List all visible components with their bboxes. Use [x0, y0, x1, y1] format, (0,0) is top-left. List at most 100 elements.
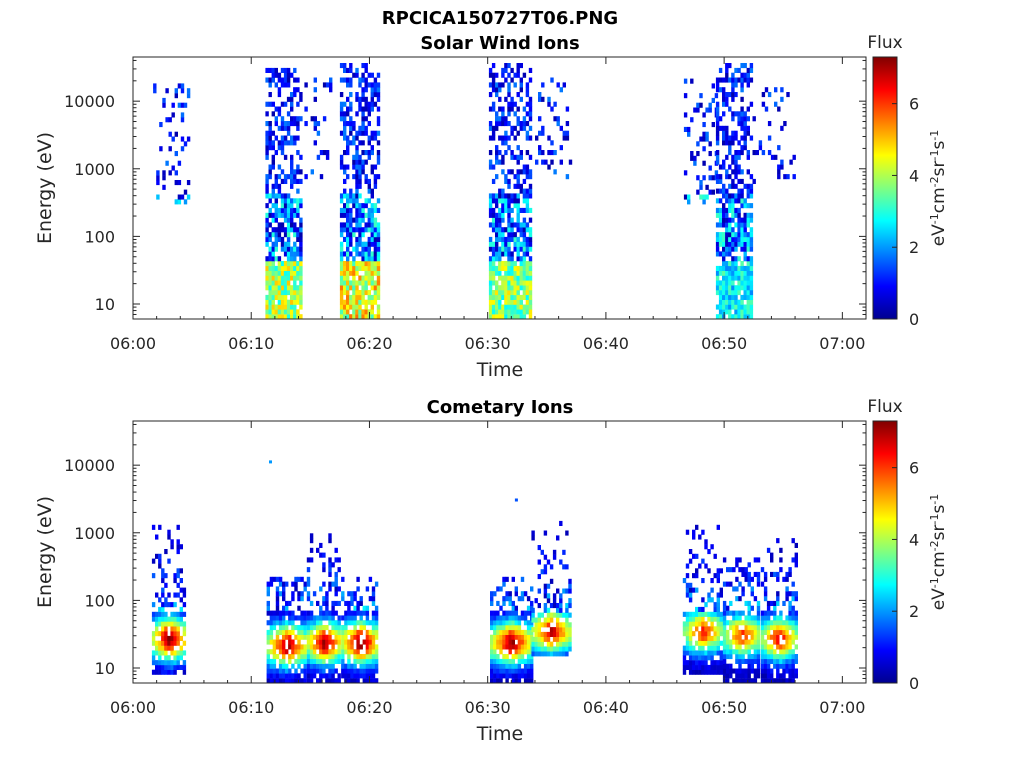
heatmap-cell — [725, 63, 729, 69]
heatmap-cell — [355, 251, 359, 257]
heatmap-cell — [565, 627, 569, 633]
heatmap-cell — [541, 82, 545, 88]
heatmap-cell — [523, 644, 528, 650]
heatmap-cell — [744, 576, 748, 582]
heatmap-cell — [785, 654, 789, 660]
heatmap-cell — [325, 150, 330, 156]
heatmap-cell — [526, 605, 531, 611]
heatmap-cell — [549, 603, 554, 609]
heatmap-cell — [789, 159, 793, 165]
heatmap-cell — [546, 617, 551, 623]
heatmap-cell — [283, 212, 288, 218]
heatmap-cell — [705, 194, 709, 200]
heatmap-cell — [341, 615, 345, 621]
heatmap-cell — [702, 122, 706, 128]
heatmap-cell — [750, 639, 754, 645]
heatmap-cell — [559, 622, 563, 628]
heatmap-cell — [744, 567, 748, 573]
heatmap-cell — [701, 597, 705, 603]
heatmap-cell — [349, 304, 353, 310]
heatmap-cell — [502, 654, 506, 660]
heatmap-cell — [504, 280, 508, 286]
heatmap-cell — [522, 280, 527, 286]
heatmap-cell — [519, 82, 523, 88]
heatmap-cell — [780, 159, 784, 165]
heatmap-cell — [722, 193, 726, 199]
heatmap-cell — [328, 668, 332, 674]
heatmap-cell — [507, 203, 511, 209]
heatmap-cell — [278, 673, 283, 679]
heatmap-cell — [361, 285, 365, 291]
heatmap-cell — [562, 646, 566, 652]
heatmap-cell — [525, 241, 530, 247]
heatmap-cell — [523, 639, 528, 645]
heatmap-cell — [347, 658, 351, 664]
heatmap-cell — [513, 111, 517, 117]
heatmap-cell — [269, 639, 274, 645]
heatmap-cell — [352, 203, 356, 209]
heatmap-cell — [513, 174, 517, 180]
heatmap-cell — [794, 673, 798, 679]
heatmap-cell — [785, 625, 789, 631]
heatmap-cell — [743, 63, 747, 69]
heatmap-cell — [306, 678, 311, 684]
heatmap-cell — [495, 116, 499, 122]
heatmap-cell — [495, 256, 499, 262]
heatmap-cell — [306, 629, 311, 635]
heatmap-cell — [344, 620, 348, 626]
heatmap-cell — [268, 212, 272, 218]
heatmap-cell — [525, 188, 530, 194]
heatmap-cell — [731, 82, 735, 88]
heatmap-cell — [522, 169, 527, 175]
heatmap-cell — [517, 615, 522, 621]
heatmap-cell — [740, 63, 744, 69]
heatmap-cell — [750, 644, 754, 650]
heatmap-cell — [523, 615, 528, 621]
heatmap-cell — [490, 678, 494, 684]
heatmap-cell — [682, 664, 687, 670]
heatmap-cell — [543, 646, 548, 652]
heatmap-cell — [346, 275, 350, 281]
heatmap-cell — [511, 615, 515, 621]
heatmap-cell — [358, 164, 362, 170]
heatmap-cell — [507, 261, 511, 267]
heatmap-cell — [734, 77, 738, 83]
heatmap-cell — [504, 203, 508, 209]
heatmap-cell — [303, 620, 307, 626]
heatmap-cell — [776, 625, 780, 631]
heatmap-cell — [511, 654, 515, 660]
heatmap-cell — [749, 63, 754, 69]
heatmap-cell — [498, 121, 502, 127]
heatmap-cell — [274, 193, 278, 199]
heatmap-cell — [495, 270, 499, 276]
heatmap-cell — [370, 164, 374, 170]
heatmap-cell — [537, 559, 541, 565]
heatmap-cell — [773, 605, 777, 611]
heatmap-cell — [525, 294, 530, 300]
heatmap-cell — [151, 631, 156, 637]
heatmap-cell — [519, 96, 523, 102]
heatmap-cell — [743, 222, 747, 228]
heatmap-cell — [719, 631, 723, 637]
heatmap-cell — [696, 175, 700, 181]
heatmap-cell — [290, 164, 294, 170]
heatmap-cell — [747, 658, 751, 664]
heatmap-cell — [155, 553, 159, 559]
heatmap-cell — [740, 304, 744, 310]
heatmap-cell — [508, 649, 512, 655]
heatmap-cell — [713, 664, 717, 670]
heatmap-cell — [322, 150, 327, 156]
heatmap-cell — [306, 654, 311, 660]
heatmap-cell — [275, 591, 280, 597]
heatmap-cell — [726, 610, 730, 616]
heatmap-cell — [299, 304, 303, 310]
heatmap-cell — [731, 270, 735, 276]
heatmap-cell — [726, 620, 730, 626]
heatmap-cell — [693, 160, 697, 166]
heatmap-cell — [361, 294, 365, 300]
heatmap-cell — [352, 121, 356, 127]
heatmap-cell — [356, 586, 360, 592]
heatmap-cell — [491, 87, 496, 93]
heatmap-cell — [283, 294, 288, 300]
heatmap-cell — [540, 622, 544, 628]
